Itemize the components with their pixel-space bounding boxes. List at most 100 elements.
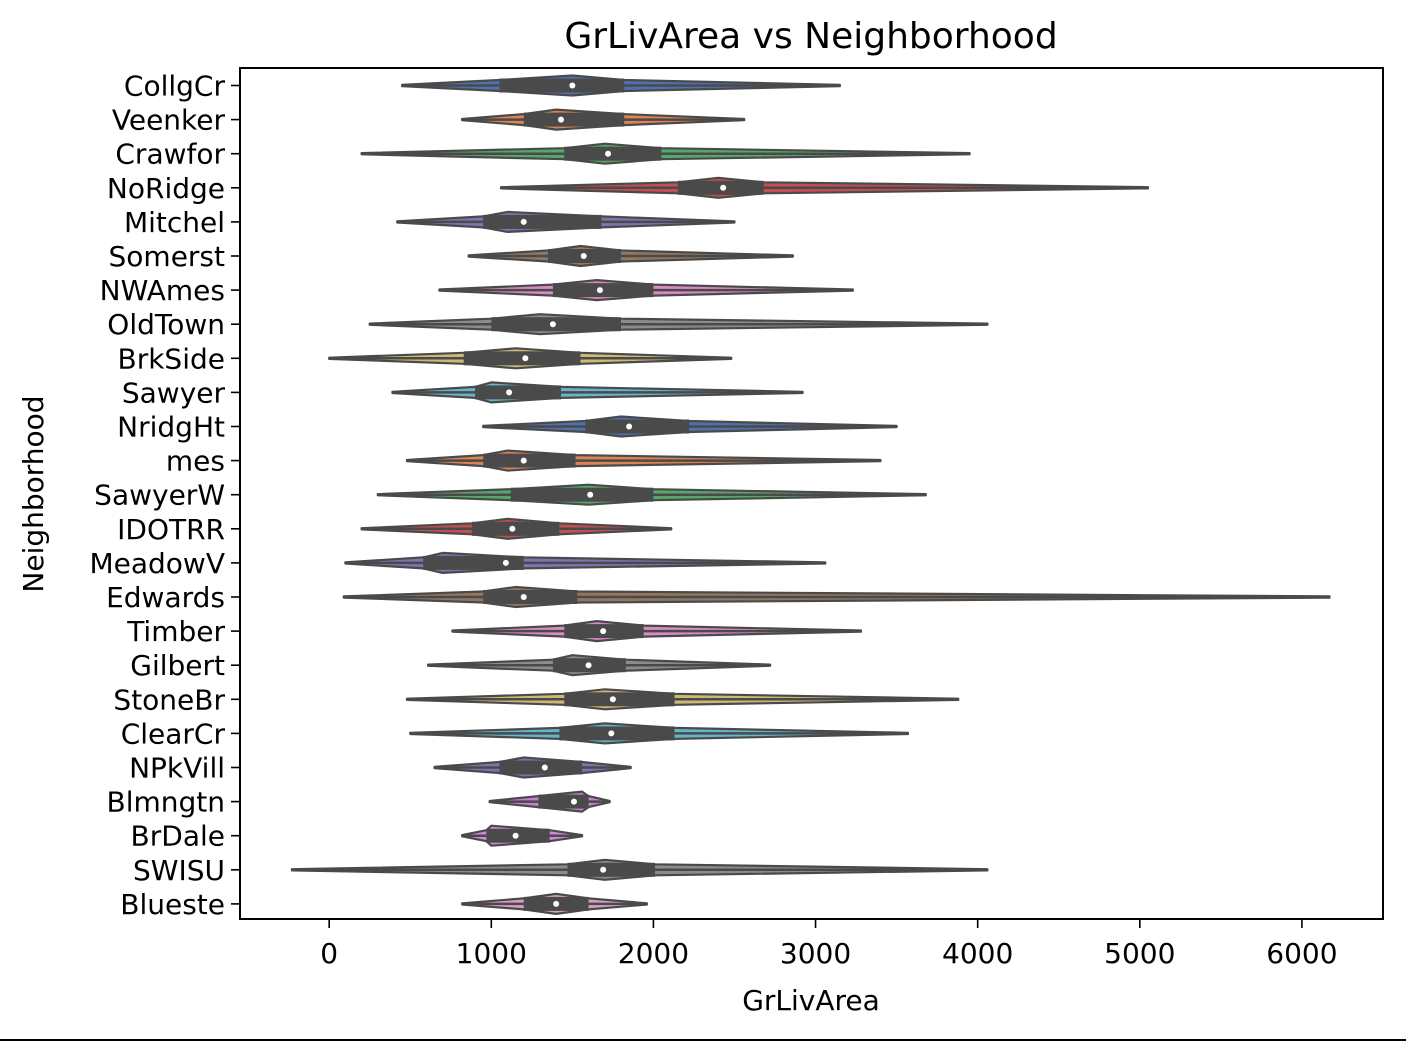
x-tick-label: 6000 (1266, 937, 1337, 970)
violin-median (509, 525, 516, 532)
violin-Edwards (342, 585, 1331, 609)
y-tick-label: Sawyer (122, 376, 226, 409)
y-tick-label: NoRidge (107, 172, 225, 205)
violin-iqr-box (559, 726, 675, 741)
y-tick-label: Gilbert (130, 649, 225, 682)
y-tick-label: Blmngtn (106, 786, 225, 819)
violin-median (605, 150, 612, 157)
y-tick-label: Crawfor (115, 138, 225, 171)
x-tick-label: 3000 (780, 937, 851, 970)
y-tick-label: ClearCr (121, 717, 226, 750)
y-tick-label: NridgHt (117, 411, 225, 444)
violin-iqr-box (567, 862, 656, 877)
violin-Veenker (461, 108, 746, 131)
violin-Gilbert (426, 654, 772, 677)
violin-IDOTRR (360, 517, 673, 540)
violin-iqr-box (463, 351, 581, 366)
y-tick-label: Somerst (109, 240, 226, 273)
y-tick-label: SWISU (133, 854, 225, 887)
chart-title: GrLivArea vs Neighborhood (564, 16, 1057, 57)
violin-BrDale (461, 824, 584, 847)
violin-iqr-box (523, 112, 625, 127)
y-tick-label: mes (166, 445, 225, 478)
violin-MeadowV (344, 551, 827, 574)
violin-median (522, 355, 529, 362)
violin-median (569, 82, 576, 89)
x-tick-label: 1000 (456, 937, 527, 970)
violin-CollgCr (401, 74, 841, 97)
x-axis-label: GrLivArea (742, 984, 880, 1017)
violin-iqr-box (499, 760, 583, 775)
y-tick-label: Edwards (106, 581, 225, 614)
violin-Somerst (467, 244, 794, 268)
violin-NWAmes (438, 279, 854, 302)
violin-Blmngtn (488, 790, 611, 813)
violin-iqr-box (564, 146, 662, 161)
violin-median (502, 559, 509, 566)
y-tick-label: Mitchel (124, 206, 225, 239)
x-axis: 0 1000 2000 3000 4000 5000 6000 (320, 919, 1338, 970)
y-tick-label: NPkVill (129, 752, 225, 785)
violin-median (570, 798, 577, 805)
violin-iqr-box (585, 419, 690, 434)
violin-median (720, 184, 727, 191)
violin-median (549, 321, 556, 328)
violin-median (553, 900, 560, 907)
y-tick-label: BrkSide (118, 342, 226, 375)
violin-median (506, 389, 513, 396)
violin-iqr-box (483, 453, 576, 468)
y-axis-label: Neighborhood (17, 395, 50, 592)
violin-median (520, 594, 527, 600)
violin-mes (405, 449, 882, 472)
violin-iqr-box (564, 692, 675, 707)
x-tick-label: 0 (320, 937, 338, 970)
violin-median (558, 116, 565, 123)
x-tick-label: 2000 (618, 937, 689, 970)
violin-median (580, 253, 587, 259)
bottom-rule (0, 1039, 1406, 1041)
violin-Mitchel (396, 210, 736, 233)
y-tick-label: MeadowV (89, 547, 225, 580)
violin-iqr-box (538, 794, 589, 809)
violin-iqr-box (475, 385, 562, 400)
y-tick-label: Veenker (112, 104, 226, 137)
violin-iqr-box (423, 555, 524, 570)
violins-layer (290, 74, 1331, 915)
violin-StoneBr (405, 688, 960, 711)
y-tick-label: Blueste (120, 888, 225, 921)
violin-NPkVill (433, 756, 632, 779)
violin-median (600, 628, 607, 635)
violin-Timber (451, 620, 863, 643)
violin-NoRidge (499, 176, 1150, 199)
violin-median (609, 696, 616, 703)
y-tick-label: CollgCr (124, 70, 226, 103)
x-tick-label: 4000 (942, 937, 1013, 970)
violin-SWISU (290, 858, 989, 881)
violin-median (626, 423, 633, 430)
plot-frame (239, 67, 1384, 920)
violin-iqr-box (471, 521, 560, 536)
violin-iqr-box (510, 487, 654, 502)
y-tick-label: StoneBr (113, 683, 225, 716)
violin-median (585, 662, 592, 669)
violin-iqr-box (483, 590, 578, 604)
violin-median (520, 457, 527, 464)
violin-median (600, 866, 607, 873)
violin-NridgHt (482, 415, 898, 438)
violin-median (520, 218, 527, 225)
y-tick-label: SawyerW (94, 479, 225, 512)
violin-SawyerW (376, 483, 927, 506)
y-tick-label: IDOTRR (117, 513, 225, 546)
violin-median (608, 730, 615, 737)
y-tick-label: OldTown (107, 308, 225, 341)
violin-OldTown (368, 313, 989, 336)
violin-Crawfor (360, 142, 971, 165)
violin-iqr-box (491, 317, 621, 332)
violin-iqr-box (499, 78, 625, 93)
y-axis: CollgCrVeenkerCrawforNoRidgeMitchelSomer… (89, 70, 240, 921)
violin-iqr-box (483, 214, 602, 229)
y-tick-label: NWAmes (100, 274, 225, 307)
x-tick-label: 5000 (1104, 937, 1175, 970)
